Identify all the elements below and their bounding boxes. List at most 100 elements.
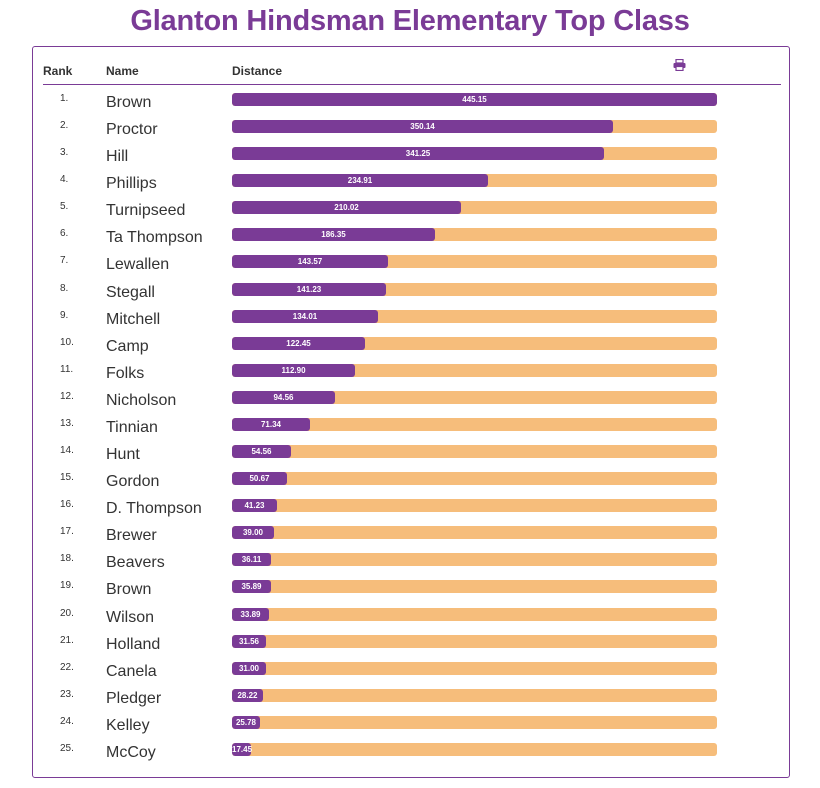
- leaderboard-row: 11. Folks 112.90: [33, 363, 789, 391]
- rank-column-header: Rank: [43, 64, 73, 78]
- distance-bar-track: 39.00: [232, 526, 717, 540]
- distance-bar-track: 71.34: [232, 417, 717, 431]
- distance-bar-track: 17.45: [232, 742, 717, 756]
- distance-value: 35.89: [241, 582, 262, 592]
- rank-cell: 12.: [60, 390, 74, 402]
- name-cell: Lewallen: [106, 256, 170, 274]
- distance-bar-track: 122.45: [232, 336, 717, 350]
- distance-value: 28.22: [237, 690, 258, 700]
- distance-value: 445.15: [462, 95, 487, 104]
- distance-bar-fill: [232, 445, 291, 459]
- distance-value: 25.78: [235, 717, 257, 727]
- distance-value: 134.01: [292, 311, 318, 321]
- distance-bar-fill: [232, 174, 488, 188]
- distance-bar-track: 31.56: [232, 634, 717, 648]
- name-column-header: Name: [106, 64, 139, 78]
- rank-cell: 4.: [60, 174, 69, 186]
- distance-bar-track: 112.90: [232, 363, 717, 377]
- distance-value: 71.34: [260, 419, 282, 429]
- distance-bar-fill: [232, 688, 263, 702]
- leaderboard-row: 13. Tinnian 71.34: [33, 417, 789, 445]
- name-cell: Beavers: [106, 554, 165, 572]
- rank-cell: 14.: [60, 445, 74, 457]
- distance-bar-fill: [232, 282, 386, 296]
- name-cell: D. Thompson: [106, 500, 202, 518]
- print-icon[interactable]: [673, 59, 686, 71]
- distance-bar-track: 41.23: [232, 499, 717, 513]
- leaderboard-row: 5. Turnipseed 210.02: [33, 201, 789, 228]
- name-cell: Canela: [106, 662, 157, 680]
- distance-bar-track: 35.89: [232, 580, 717, 594]
- name-cell: Kelley: [106, 716, 150, 734]
- distance-value: 341.25: [405, 149, 431, 159]
- distance-bar-fill: [232, 336, 365, 350]
- leaderboard-row: 20. Wilson 33.89: [33, 607, 789, 635]
- rank-cell: 9.: [60, 309, 69, 321]
- name-cell: Phillips: [106, 175, 157, 193]
- name-cell: Brewer: [106, 527, 157, 545]
- distance-bar-track: 186.35: [232, 228, 717, 242]
- name-cell: Holland: [106, 635, 161, 653]
- distance-bar-track: 54.56: [232, 445, 717, 459]
- distance-value: 143.57: [297, 257, 323, 267]
- distance-bar-fill: [232, 742, 251, 756]
- name-cell: Tinnian: [106, 418, 158, 436]
- name-cell: Nicholson: [106, 391, 177, 409]
- leaderboard-row: 12. Nicholson 94.56: [33, 390, 789, 418]
- distance-bar-fill: [232, 715, 260, 729]
- distance-bar-track: 210.02: [232, 201, 717, 215]
- distance-bar-fill: [232, 363, 355, 377]
- distance-bar-fill: [232, 201, 461, 215]
- rank-cell: 13.: [60, 417, 74, 429]
- distance-bar-track: 94.56: [232, 390, 717, 404]
- distance-value: 17.45: [232, 744, 253, 754]
- rank-cell: 7.: [60, 255, 69, 267]
- leaderboard-row: 15. Gordon 50.67: [33, 472, 789, 499]
- rank-cell: 23.: [60, 688, 74, 700]
- leaderboard-row: 18. Beavers 36.11: [33, 553, 789, 580]
- name-cell: Ta Thompson: [106, 229, 203, 247]
- distance-value: 41.23: [244, 501, 265, 511]
- rank-cell: 25.: [60, 742, 74, 754]
- distance-value: 234.91: [347, 176, 373, 186]
- distance-value: 39.00: [242, 528, 264, 538]
- distance-bar-fill: [232, 417, 310, 431]
- distance-value: 36.11: [241, 555, 262, 565]
- rank-cell: 15.: [60, 472, 74, 484]
- rank-cell: 24.: [60, 715, 74, 727]
- leaderboard-row: 1. Brown 445.15: [33, 93, 789, 120]
- distance-bar-fill: [232, 607, 269, 621]
- distance-bar-fill: [232, 580, 271, 594]
- distance-value: 94.56: [273, 392, 294, 402]
- distance-bar-track: 234.91: [232, 174, 717, 188]
- rank-cell: 19.: [60, 580, 74, 592]
- distance-bar-track: 33.89: [232, 607, 717, 621]
- rank-cell: 20.: [60, 607, 74, 619]
- distance-bar-fill: [232, 120, 613, 134]
- rank-cell: 21.: [60, 634, 74, 646]
- rank-cell: 11.: [60, 363, 74, 375]
- leaderboard-row: 9. Mitchell 134.01: [33, 309, 789, 337]
- distance-bar-track: 350.14: [232, 120, 717, 134]
- name-cell: Proctor: [106, 121, 158, 139]
- distance-bar-fill: [232, 499, 277, 513]
- leaderboard-row: 4. Phillips 234.91: [33, 174, 789, 201]
- distance-bar-fill: [232, 309, 378, 323]
- distance-bar-fill: [232, 526, 274, 540]
- rank-cell: 17.: [60, 526, 74, 538]
- distance-value: 31.56: [238, 636, 260, 646]
- distance-bar-track: 28.22: [232, 688, 717, 702]
- leaderboard-row: 23. Pledger 28.22: [33, 688, 789, 716]
- name-cell: Folks: [106, 364, 145, 382]
- distance-value: 33.89: [240, 609, 261, 619]
- distance-bar-fill: [232, 553, 271, 567]
- name-cell: Mitchell: [106, 310, 161, 328]
- leaderboard-row: 24. Kelley 25.78: [33, 715, 789, 743]
- leaderboard-row: 17. Brewer 39.00: [33, 526, 789, 553]
- distance-value: 210.02: [334, 203, 359, 213]
- rank-cell: 18.: [60, 553, 74, 565]
- name-cell: McCoy: [106, 743, 156, 761]
- rank-cell: 8.: [60, 282, 69, 294]
- distance-bar-fill: [232, 472, 287, 486]
- name-cell: Brown: [106, 581, 152, 599]
